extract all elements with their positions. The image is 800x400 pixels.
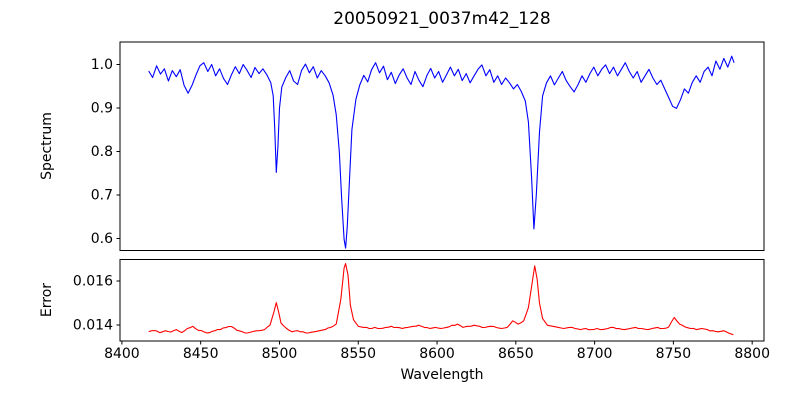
y-tick-label: 0.8	[91, 144, 113, 160]
y-tick-label: 0.016	[73, 273, 113, 289]
y-tick-label: 0.014	[73, 318, 113, 334]
y-tick-label: 0.6	[91, 231, 113, 247]
y-tick-label: 1.0	[91, 57, 113, 73]
x-tick-label: 8450	[183, 346, 219, 362]
error-line	[148, 263, 734, 336]
y-axis-label-error: Error	[39, 282, 55, 318]
x-tick-label: 8400	[104, 346, 140, 362]
x-tick-label: 8500	[262, 346, 298, 362]
bottom-panel-frame	[119, 259, 765, 342]
plot-title: 20050921_0037m42_128	[333, 9, 551, 29]
x-tick-label: 8650	[498, 346, 534, 362]
x-tick-label: 8700	[577, 346, 613, 362]
spectrum-line	[148, 55, 735, 249]
x-axis-label: Wavelength	[400, 367, 484, 383]
x-tick-label: 8550	[340, 346, 376, 362]
x-tick-label: 8750	[656, 346, 692, 362]
top-panel-frame	[119, 41, 765, 251]
y-tick-label: 0.9	[91, 100, 113, 116]
y-tick-label: 0.7	[91, 187, 113, 203]
x-tick-label: 8800	[734, 346, 770, 362]
x-tick-label: 8600	[419, 346, 455, 362]
